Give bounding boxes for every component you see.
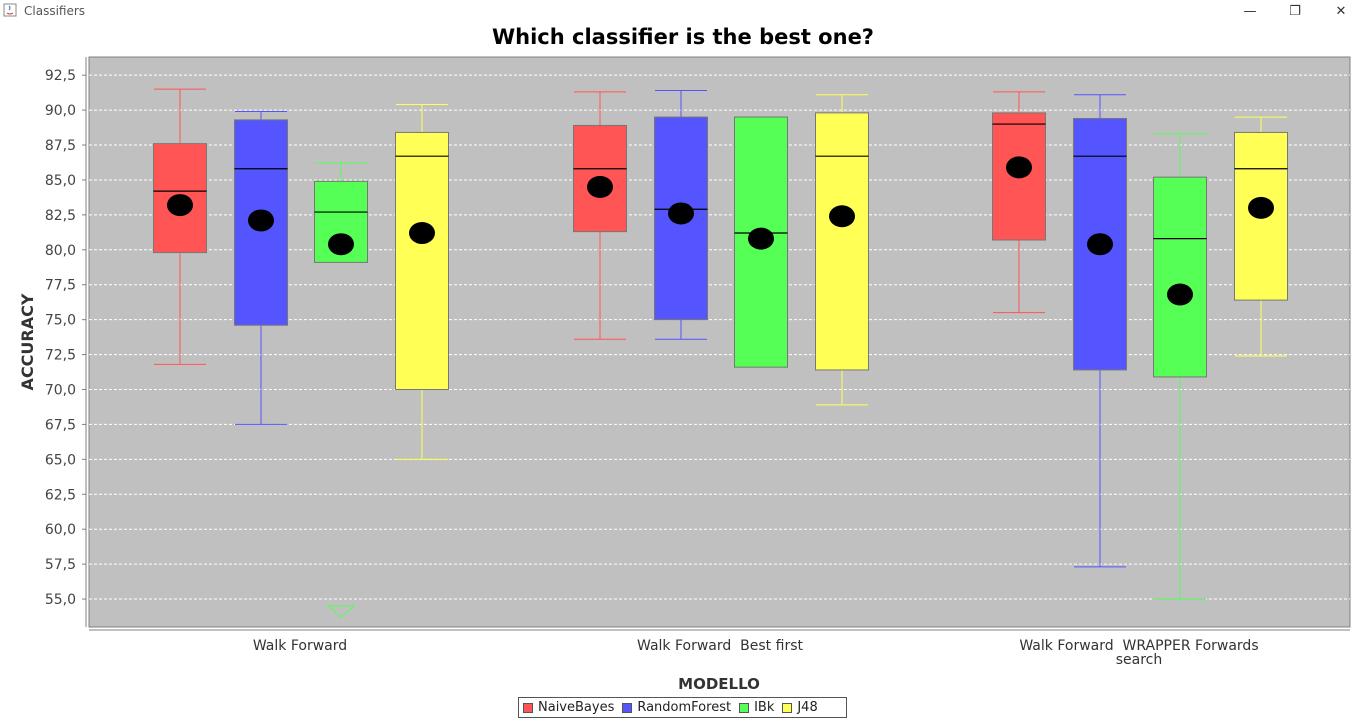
mean-marker bbox=[587, 175, 613, 198]
y-tick-label: 55,0 bbox=[45, 592, 76, 608]
y-axis-label: ACCURACY bbox=[18, 293, 37, 390]
y-tick-label: 90,0 bbox=[45, 103, 76, 119]
minimize-button[interactable]: — bbox=[1227, 0, 1273, 22]
y-tick-label: 77,5 bbox=[45, 278, 76, 294]
mean-marker bbox=[409, 222, 435, 245]
y-tick-label: 62,5 bbox=[45, 487, 76, 503]
box-iqr bbox=[815, 112, 869, 371]
box-iqr bbox=[395, 131, 449, 391]
y-tick-label: 72,5 bbox=[45, 348, 76, 364]
y-tick-label: 92,5 bbox=[45, 68, 76, 84]
legend-label: IBk bbox=[754, 700, 775, 715]
legend-swatch bbox=[622, 702, 633, 713]
mean-marker bbox=[748, 227, 774, 250]
mean-marker bbox=[668, 202, 694, 225]
mean-marker bbox=[1087, 233, 1113, 256]
x-category-label: Walk Forward WRAPPER Forwards bbox=[1019, 638, 1258, 654]
window-titlebar: Classifiers — ❐ ✕ bbox=[0, 0, 1366, 24]
minimize-icon: — bbox=[1243, 3, 1257, 19]
mean-marker bbox=[1006, 156, 1032, 179]
x-category-label: Walk Forward bbox=[253, 638, 347, 654]
y-tick-label: 65,0 bbox=[45, 452, 76, 468]
mean-marker bbox=[829, 205, 855, 228]
y-tick-label: 67,5 bbox=[45, 417, 76, 433]
y-tick-label: 82,5 bbox=[45, 208, 76, 224]
plot-area bbox=[88, 56, 1351, 628]
legend-item: IBk bbox=[739, 700, 774, 715]
java-app-icon bbox=[3, 3, 17, 17]
maximize-button[interactable]: ❐ bbox=[1272, 0, 1318, 22]
y-tick-label: 75,0 bbox=[45, 313, 76, 329]
y-tick-label: 85,0 bbox=[45, 173, 76, 189]
legend-label: NaiveBayes bbox=[538, 700, 615, 715]
mean-marker bbox=[1167, 283, 1193, 306]
legend-label: J48 bbox=[797, 700, 818, 715]
y-tick-label: 57,5 bbox=[45, 557, 76, 573]
far-outlier-marker bbox=[326, 605, 356, 618]
mean-marker bbox=[328, 233, 354, 256]
legend-item: NaiveBayes bbox=[523, 700, 614, 715]
y-tick-label: 60,0 bbox=[45, 522, 76, 538]
close-icon: ✕ bbox=[1335, 3, 1347, 19]
x-axis-label: MODELLO bbox=[678, 675, 760, 693]
chart-title: Which classifier is the best one? bbox=[492, 25, 874, 49]
legend-item: RandomForest bbox=[622, 700, 731, 715]
legend-item: J48 bbox=[782, 700, 818, 715]
restore-icon: ❐ bbox=[1289, 3, 1301, 19]
boxplot-chart: Which classifier is the best one? 92,5 90,… bbox=[18, 25, 1351, 693]
window-title: Classifiers bbox=[24, 4, 86, 18]
box-iqr bbox=[1153, 176, 1207, 378]
y-tick-label: 87,5 bbox=[45, 138, 76, 154]
legend-swatch bbox=[739, 702, 750, 713]
x-category-label: search bbox=[1116, 652, 1163, 668]
mean-marker bbox=[1248, 196, 1274, 219]
x-category-label: Walk Forward Best first bbox=[637, 638, 803, 654]
chart-legend: NaiveBayes RandomForest IBk J48 bbox=[518, 697, 847, 718]
y-tick-label: 80,0 bbox=[45, 243, 76, 259]
legend-swatch bbox=[523, 702, 533, 713]
legend-swatch bbox=[782, 702, 793, 713]
legend-label: RandomForest bbox=[637, 700, 732, 715]
y-tick-label: 70,0 bbox=[45, 383, 76, 399]
mean-marker bbox=[248, 209, 274, 232]
close-button[interactable]: ✕ bbox=[1318, 0, 1364, 22]
mean-marker bbox=[167, 194, 193, 217]
